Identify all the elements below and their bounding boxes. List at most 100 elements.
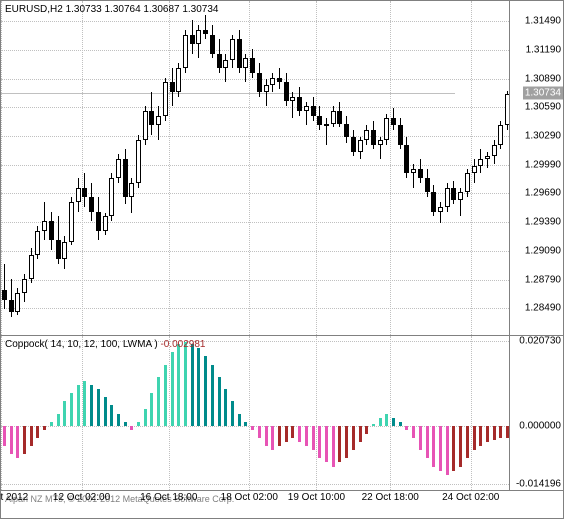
xaxis-label: 12 Oct 02:00	[53, 492, 110, 503]
grid-vertical	[82, 1, 83, 335]
histogram-bar	[23, 426, 26, 455]
grid-vertical	[316, 336, 317, 490]
indicator-ytick: 0.000000	[519, 420, 561, 431]
histogram-bar	[359, 426, 362, 442]
histogram-bar	[473, 426, 476, 450]
histogram-bar	[164, 365, 167, 426]
copyright-text: Alpari NZ MT5, © 2001-2012 MetaQuotes So…	[5, 494, 234, 504]
histogram-bar	[271, 426, 274, 450]
price-ytick: 1.29990	[525, 159, 561, 170]
histogram-bar	[365, 426, 368, 434]
histogram-bar	[104, 397, 107, 426]
indicator-ytick: 0.020730	[519, 336, 561, 347]
grid-horizontal	[1, 251, 509, 252]
histogram-bar	[479, 426, 482, 446]
indicator-yaxis: -0.014196 0.000000 0.020730	[509, 336, 563, 490]
histogram-bar	[10, 426, 13, 455]
histogram-bar	[218, 377, 221, 426]
grid-vertical	[169, 1, 170, 335]
price-plot-area[interactable]: EURUSD,H2 1.30733 1.30764 1.30687 1.3073…	[1, 1, 509, 335]
histogram-bar	[466, 426, 469, 459]
price-ytick: 1.31190	[526, 44, 561, 55]
histogram-bar	[171, 352, 174, 425]
price-panel[interactable]: EURUSD,H2 1.30733 1.30764 1.30687 1.3073…	[1, 1, 563, 336]
price-ytick: 1.29390	[525, 217, 561, 228]
histogram-bar	[493, 426, 496, 440]
price-ytick: 1.30890	[525, 73, 561, 84]
current-price-tag: 1.30734	[523, 87, 563, 100]
histogram-bar	[318, 426, 321, 459]
price-ytick: 1.31490	[525, 16, 561, 27]
indicator-title: Coppock( 14, 10, 12, 100, LWMA ) -0.0029…	[5, 339, 206, 350]
histogram-bar	[211, 365, 214, 426]
histogram-bar	[379, 418, 382, 426]
histogram-bar	[191, 344, 194, 426]
histogram-bar	[291, 426, 294, 438]
histogram-bar	[97, 389, 100, 426]
price-ytick: 1.30590	[525, 102, 561, 113]
histogram-bar	[278, 426, 281, 446]
histogram-bar	[345, 426, 348, 459]
grid-vertical	[390, 336, 391, 490]
indicator-ytick: -0.014196	[516, 478, 561, 489]
xaxis-label: 16 Oct 18:00	[140, 492, 197, 503]
histogram-bar	[298, 426, 301, 442]
price-ytick: 1.28490	[525, 303, 561, 314]
histogram-bar	[338, 426, 341, 463]
xaxis-label: 19 Oct 10:00	[288, 492, 345, 503]
histogram-bar	[325, 426, 328, 463]
histogram-bar	[3, 426, 6, 446]
histogram-bar	[439, 426, 442, 471]
histogram-bar	[459, 426, 462, 467]
price-ytick: 1.29090	[525, 245, 561, 256]
histogram-bar	[332, 426, 335, 467]
xaxis-label: 18 Oct 02:00	[221, 492, 278, 503]
grid-vertical	[249, 1, 250, 335]
grid-horizontal	[1, 21, 509, 22]
histogram-bar	[90, 385, 93, 426]
histogram-bar	[412, 426, 415, 438]
histogram-bar	[30, 426, 33, 446]
histogram-bar	[399, 422, 402, 426]
histogram-bar	[43, 426, 46, 430]
histogram-bar	[157, 377, 160, 426]
grid-horizontal	[1, 50, 509, 51]
histogram-bar	[184, 342, 187, 426]
histogram-bar	[63, 401, 66, 425]
histogram-bar	[244, 422, 247, 426]
histogram-bar	[385, 414, 388, 426]
histogram-bar	[124, 422, 127, 426]
indicator-panel[interactable]: Coppock( 14, 10, 12, 100, LWMA ) -0.0029…	[1, 336, 563, 491]
histogram-bar	[392, 418, 395, 426]
histogram-bar	[177, 344, 180, 426]
grid-horizontal	[1, 136, 509, 137]
grid-horizontal	[1, 308, 509, 309]
histogram-bar	[426, 426, 429, 459]
grid-vertical	[316, 1, 317, 335]
histogram-bar	[117, 414, 120, 426]
symbol-title: EURUSD,H2 1.30733 1.30764 1.30687 1.3073…	[5, 4, 219, 15]
histogram-bar	[77, 385, 80, 426]
grid-vertical	[1, 1, 2, 335]
histogram-bar	[70, 393, 73, 426]
grid-vertical	[471, 336, 472, 490]
grid-horizontal	[1, 484, 509, 485]
histogram-bar	[305, 426, 308, 446]
histogram-bar	[486, 426, 489, 442]
histogram-bar	[231, 401, 234, 425]
grid-horizontal	[1, 280, 509, 281]
indicator-plot-area[interactable]: Coppock( 14, 10, 12, 100, LWMA ) -0.0029…	[1, 336, 509, 490]
grid-horizontal	[1, 107, 509, 108]
grid-horizontal	[1, 165, 509, 166]
grid-vertical	[82, 336, 83, 490]
histogram-bar	[405, 426, 408, 430]
histogram-bar	[372, 424, 375, 426]
histogram-bar	[419, 426, 422, 450]
histogram-bar	[238, 414, 241, 426]
grid-horizontal	[1, 79, 509, 80]
histogram-bar	[352, 426, 355, 450]
histogram-bar	[432, 426, 435, 467]
histogram-bar	[452, 426, 455, 471]
grid-vertical	[390, 1, 391, 335]
price-ytick: 1.30290	[525, 130, 561, 141]
